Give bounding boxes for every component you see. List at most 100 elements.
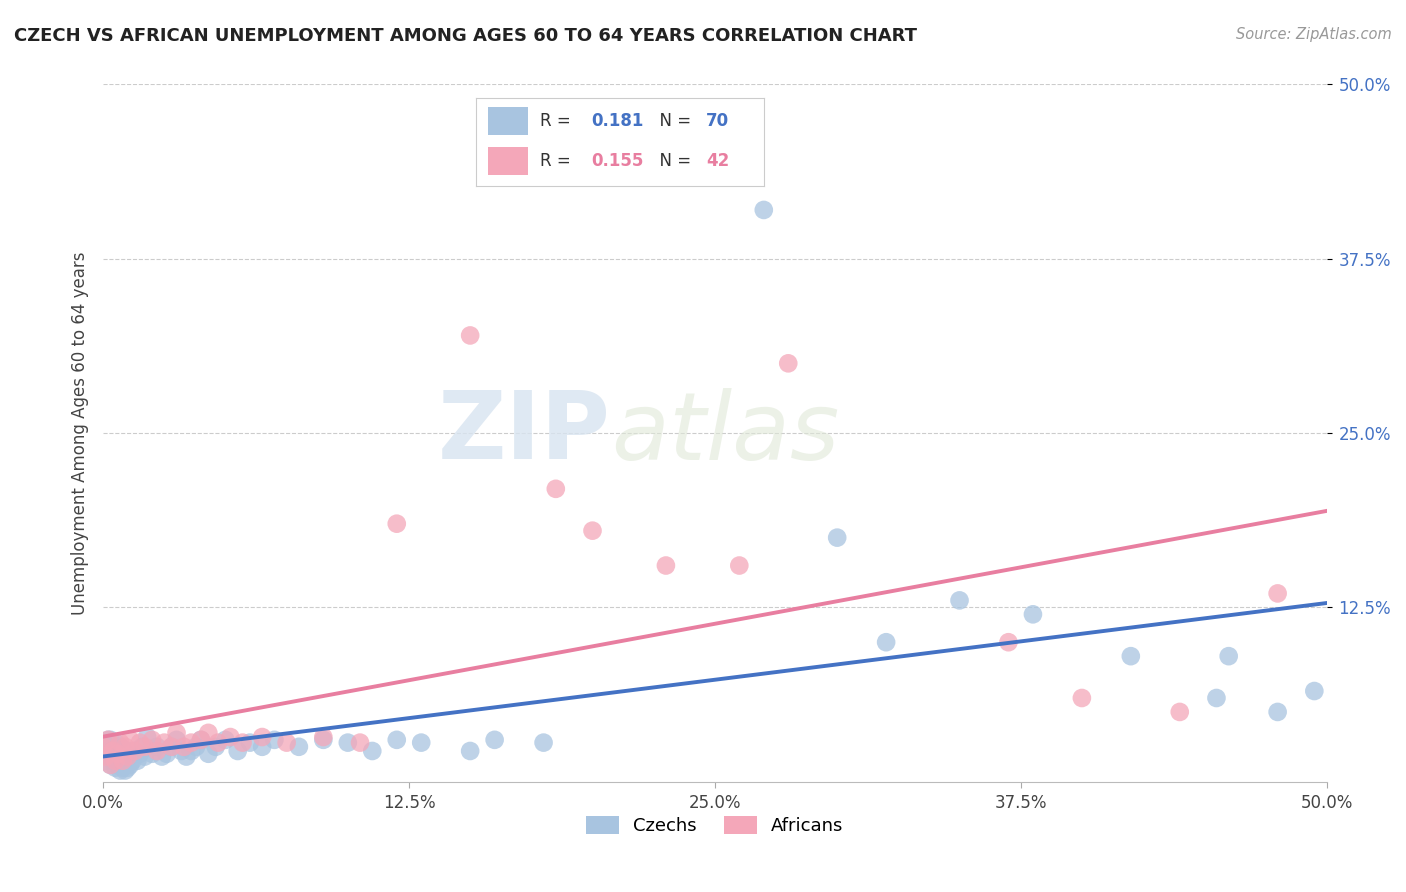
Point [118, 732, 141, 747]
Point [336, 736, 359, 750]
Point [1303, 684, 1326, 698]
Point [184, 739, 207, 754]
Point [349, 736, 371, 750]
Point [180, 744, 202, 758]
Point [100, 758, 122, 772]
Point [153, 736, 176, 750]
Point [581, 524, 603, 538]
Point [134, 749, 156, 764]
Point [948, 593, 970, 607]
Point [312, 730, 335, 744]
Point [728, 558, 751, 573]
Point [250, 739, 273, 754]
Point [173, 739, 195, 754]
Text: atlas: atlas [610, 387, 839, 478]
Point [875, 635, 897, 649]
Point [232, 736, 254, 750]
Point [190, 732, 212, 747]
Point [239, 736, 262, 750]
Point [146, 744, 169, 758]
Text: Source: ZipAtlas.com: Source: ZipAtlas.com [1236, 27, 1392, 42]
Point [180, 736, 202, 750]
Point [160, 739, 183, 754]
Point [104, 754, 127, 768]
Point [117, 761, 139, 775]
Point [655, 558, 678, 573]
Point [114, 749, 136, 764]
Point [117, 749, 139, 764]
Point [94, 739, 117, 754]
Point [141, 732, 163, 747]
Legend: Czechs, Africans: Czechs, Africans [579, 808, 851, 842]
Point [1168, 705, 1191, 719]
Point [312, 732, 335, 747]
Point [128, 747, 150, 761]
Point [385, 516, 408, 531]
Point [544, 482, 567, 496]
Point [484, 732, 506, 747]
Point [91, 739, 114, 754]
Point [101, 739, 124, 754]
Point [136, 730, 159, 744]
Point [107, 747, 129, 761]
Point [107, 758, 129, 772]
Text: CZECH VS AFRICAN UNEMPLOYMENT AMONG AGES 60 TO 64 YEARS CORRELATION CHART: CZECH VS AFRICAN UNEMPLOYMENT AMONG AGES… [14, 27, 917, 45]
Point [141, 747, 163, 761]
Point [533, 736, 555, 750]
Point [1205, 691, 1227, 706]
Point [411, 736, 433, 750]
Point [197, 726, 219, 740]
Point [97, 732, 120, 747]
Point [1070, 691, 1092, 706]
Point [94, 754, 117, 768]
Point [100, 744, 122, 758]
Point [121, 754, 143, 768]
Point [207, 736, 229, 750]
Text: ZIP: ZIP [439, 387, 610, 479]
Point [1022, 607, 1045, 622]
Point [114, 739, 136, 754]
Point [276, 736, 298, 750]
Point [170, 744, 193, 758]
Point [263, 732, 285, 747]
Point [124, 744, 146, 758]
Point [100, 732, 122, 747]
Point [160, 739, 183, 754]
Point [156, 747, 179, 761]
Point [197, 747, 219, 761]
Point [288, 739, 311, 754]
Point [997, 635, 1019, 649]
Point [118, 747, 141, 761]
Point [214, 732, 236, 747]
Point [110, 749, 132, 764]
Point [752, 202, 775, 217]
Point [204, 739, 226, 754]
Point [190, 732, 212, 747]
Point [166, 732, 188, 747]
Point [458, 744, 481, 758]
Y-axis label: Unemployment Among Ages 60 to 64 years: Unemployment Among Ages 60 to 64 years [72, 252, 89, 615]
Point [104, 747, 127, 761]
Point [111, 747, 134, 761]
Point [1119, 649, 1142, 664]
Point [101, 744, 124, 758]
Point [97, 732, 120, 747]
Point [778, 356, 800, 370]
Point [110, 739, 132, 754]
Point [104, 736, 127, 750]
Point [104, 761, 127, 775]
Point [101, 754, 124, 768]
Point [219, 730, 242, 744]
Point [97, 749, 120, 764]
Point [127, 754, 149, 768]
Point [825, 531, 848, 545]
Point [150, 749, 173, 764]
Point [100, 758, 122, 772]
Point [110, 736, 132, 750]
Point [111, 754, 134, 768]
Point [94, 749, 117, 764]
Point [131, 739, 153, 754]
Point [176, 749, 198, 764]
Point [1218, 649, 1240, 664]
Point [458, 328, 481, 343]
